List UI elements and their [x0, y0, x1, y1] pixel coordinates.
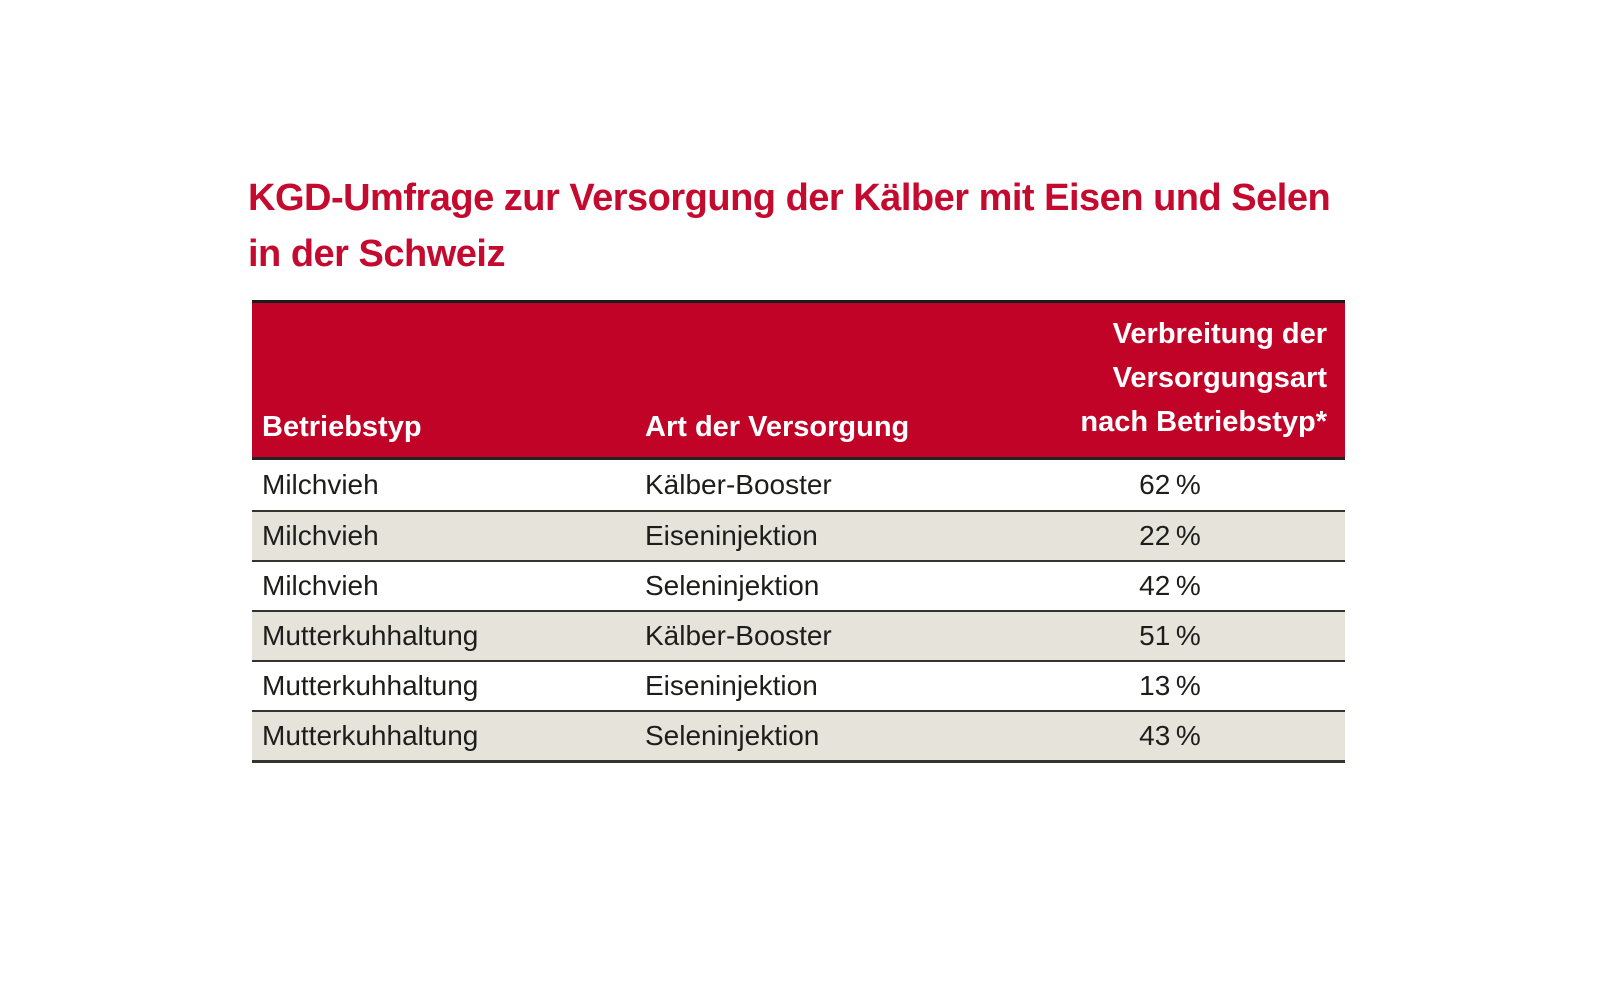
cell-wert: 13 % — [1139, 670, 1201, 701]
table-header-row: Betriebstyp Art der Versorgung Verbreitu… — [252, 303, 1345, 460]
cell-betriebstyp: Milchvieh — [262, 570, 379, 601]
column-header-verbreitung-line2: Versorgungsart — [1112, 362, 1327, 394]
cell-betriebstyp: Mutterkuhhaltung — [262, 720, 479, 751]
table-row: Milchvieh Kälber-Booster 62 % — [252, 460, 1345, 510]
cell-art: Kälber-Booster — [645, 620, 832, 651]
cell-wert: 43 % — [1139, 720, 1201, 751]
table-row: Milchvieh Eiseninjektion 22 % — [252, 510, 1345, 560]
cell-art: Seleninjektion — [645, 570, 820, 601]
table-row: Mutterkuhhaltung Eiseninjektion 13 % — [252, 660, 1345, 710]
survey-table: Betriebstyp Art der Versorgung Verbreitu… — [252, 300, 1345, 763]
cell-art: Kälber-Booster — [645, 469, 832, 500]
cell-betriebstyp: Milchvieh — [262, 520, 379, 551]
column-header-betriebstyp: Betriebstyp — [262, 411, 422, 443]
cell-art: Seleninjektion — [645, 720, 820, 751]
cell-betriebstyp: Milchvieh — [262, 469, 379, 500]
cell-wert: 22 % — [1139, 520, 1201, 551]
figure-title: KGD-Umfrage zur Versorgung der Kälber mi… — [248, 177, 1331, 275]
cell-wert: 42 % — [1139, 570, 1201, 601]
cell-betriebstyp: Mutterkuhhaltung — [262, 670, 479, 701]
table-row: Mutterkuhhaltung Kälber-Booster 51 % — [252, 610, 1345, 660]
cell-betriebstyp: Mutterkuhhaltung — [262, 620, 479, 651]
column-header-verbreitung-line3: nach Betriebstyp* — [1080, 406, 1327, 438]
column-header-art-der-versorgung: Art der Versorgung — [645, 411, 910, 443]
column-header-verbreitung: Verbreitung der Versorgungsart nach Betr… — [995, 312, 1345, 444]
column-header-verbreitung-line1: Verbreitung der — [1112, 318, 1327, 350]
table-row: Mutterkuhhaltung Seleninjektion 43 % — [252, 710, 1345, 760]
cell-art: Eiseninjektion — [645, 670, 818, 701]
table-row: Milchvieh Seleninjektion 42 % — [252, 560, 1345, 610]
cell-wert: 51 % — [1139, 620, 1201, 651]
cell-wert: 62 % — [1139, 469, 1201, 500]
cell-art: Eiseninjektion — [645, 520, 818, 551]
